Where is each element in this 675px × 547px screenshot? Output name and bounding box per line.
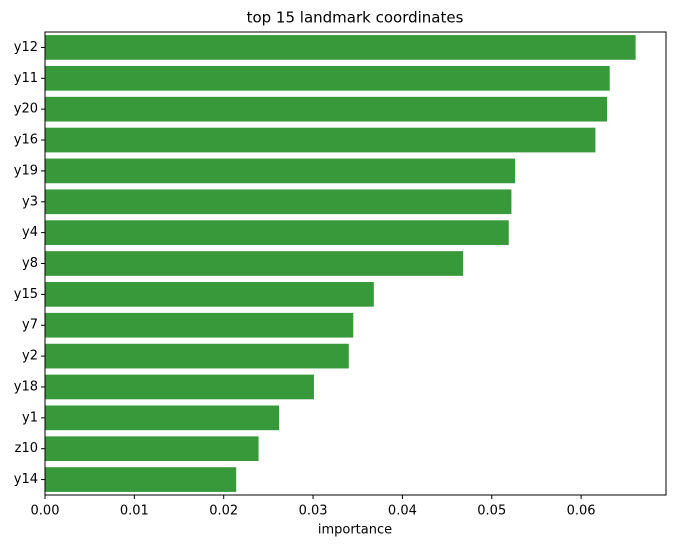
bar — [45, 35, 636, 60]
chart-title: top 15 landmark coordinates — [247, 9, 464, 27]
bar — [45, 436, 259, 462]
y-tick-label: y14 — [14, 472, 38, 487]
bar — [45, 374, 314, 400]
bar — [45, 282, 374, 307]
bar — [45, 312, 354, 338]
x-tick-label: 0.02 — [209, 504, 238, 519]
y-tick-label: y7 — [22, 318, 38, 333]
y-tick-label: y15 — [14, 287, 38, 302]
x-tick-label: 0.03 — [299, 504, 328, 519]
y-tick-label: y3 — [22, 194, 38, 209]
bar — [45, 189, 512, 215]
x-tick-label: 0.04 — [388, 504, 417, 519]
plot-frame — [44, 31, 667, 496]
y-tick-label: y18 — [14, 379, 38, 394]
bar — [45, 405, 280, 431]
x-tick-label: 0.05 — [477, 504, 506, 519]
bar — [45, 343, 349, 369]
x-tick-label: 0.00 — [31, 504, 60, 519]
bar — [45, 96, 608, 122]
y-tick-label: y2 — [22, 349, 38, 364]
y-tick-label: z10 — [15, 441, 38, 456]
bar — [45, 251, 464, 276]
bar — [45, 467, 237, 492]
y-tick-label: y8 — [22, 256, 38, 271]
x-tick-label: 0.06 — [567, 504, 596, 519]
y-tick-label: y4 — [22, 225, 38, 240]
bar — [45, 158, 515, 184]
x-axis-label: importance — [318, 523, 392, 538]
y-tick-label: y12 — [14, 40, 38, 55]
y-tick-label: y16 — [14, 133, 38, 148]
y-tick-label: y1 — [22, 410, 38, 425]
bar — [45, 127, 596, 153]
x-tick-label: 0.01 — [120, 504, 149, 519]
bar — [45, 65, 610, 91]
bar — [45, 220, 509, 245]
y-tick-label: y20 — [14, 102, 38, 117]
y-tick-label: y11 — [14, 71, 38, 86]
y-tick-label: y19 — [14, 163, 38, 178]
